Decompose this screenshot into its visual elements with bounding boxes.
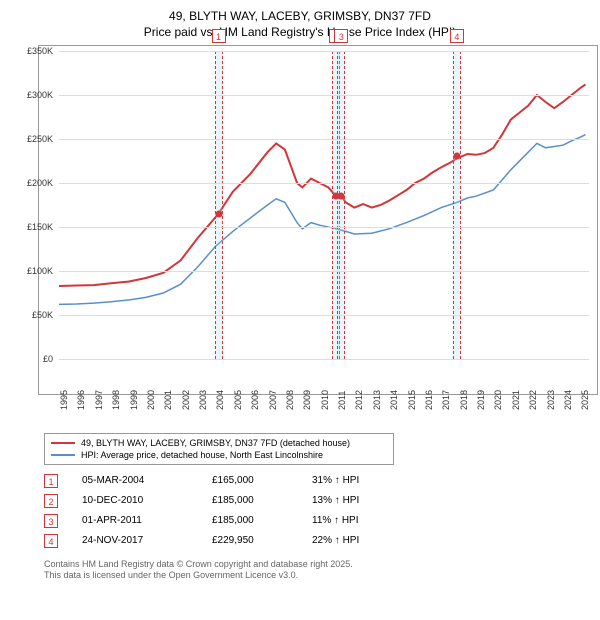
x-tick-label: 2015 — [407, 390, 417, 410]
sale-point — [453, 153, 460, 160]
y-tick-label: £150K — [27, 222, 53, 232]
x-tick-label: 2023 — [546, 390, 556, 410]
x-tick-label: 2022 — [528, 390, 538, 410]
x-tick-label: 2025 — [580, 390, 590, 410]
y-axis: £0 £50K £100K £150K £200K £250K £300K £350K — [9, 46, 57, 394]
sale-price: £185,000 — [212, 515, 312, 526]
x-tick-label: 2001 — [163, 390, 173, 410]
y-tick-label: £200K — [27, 178, 53, 188]
sale-date: 10-DEC-2010 — [82, 495, 212, 506]
sale-price: £229,950 — [212, 535, 312, 546]
x-tick-label: 2021 — [511, 390, 521, 410]
x-tick-label: 2000 — [146, 390, 156, 410]
x-tick-label: 2017 — [441, 390, 451, 410]
x-tick-label: 2020 — [493, 390, 503, 410]
sale-pct: 11% ↑ HPI — [312, 515, 392, 526]
sale-row: 4 24-NOV-2017£229,95022% ↑ HPI — [44, 531, 592, 551]
chart-lines — [59, 51, 589, 359]
series-red — [59, 84, 586, 286]
x-tick-label: 1995 — [59, 390, 69, 410]
x-tick-label: 2019 — [476, 390, 486, 410]
marker-band: 3 — [337, 51, 345, 359]
chart-title: 49, BLYTH WAY, LACEBY, GRIMSBY, DN37 7FD — [8, 8, 592, 25]
y-tick-label: £300K — [27, 90, 53, 100]
footer-line2: This data is licensed under the Open Gov… — [44, 570, 592, 582]
x-tick-label: 2008 — [285, 390, 295, 410]
sale-price: £185,000 — [212, 495, 312, 506]
x-axis: 1995199619971998199920002001200220032004… — [59, 394, 589, 424]
sale-row: 1 05-MAR-2004£165,00031% ↑ HPI — [44, 471, 592, 491]
sales-table: 1 05-MAR-2004£165,00031% ↑ HPI 2 10-DEC-201… — [44, 471, 592, 551]
marker-number: 4 — [450, 29, 464, 43]
x-tick-label: 2012 — [354, 390, 364, 410]
chart-area: £0£50K£100K£150K£200K£250K£300K£350K 123… — [38, 45, 598, 395]
legend-item-blue: HPI: Average price, detached house, Nort… — [51, 449, 387, 461]
chart-container: 49, BLYTH WAY, LACEBY, GRIMSBY, DN37 7FD… — [0, 0, 600, 620]
x-tick-label: 2011 — [337, 390, 347, 409]
legend: 49, BLYTH WAY, LACEBY, GRIMSBY, DN37 7FD… — [44, 433, 394, 465]
marker-number: 1 — [212, 29, 226, 43]
x-tick-label: 1997 — [94, 390, 104, 410]
sale-point — [338, 192, 345, 199]
chart-subtitle: Price paid vs. HM Land Registry's House … — [8, 25, 592, 39]
footer-line1: Contains HM Land Registry data © Crown c… — [44, 559, 592, 571]
sale-number: 4 — [44, 534, 58, 548]
legend-swatch-blue — [51, 454, 75, 456]
x-tick-label: 2014 — [389, 390, 399, 410]
legend-item-red: 49, BLYTH WAY, LACEBY, GRIMSBY, DN37 7FD… — [51, 437, 387, 449]
marker-band: 4 — [453, 51, 461, 359]
sale-number: 1 — [44, 474, 58, 488]
x-tick-label: 2016 — [424, 390, 434, 410]
x-tick-label: 2002 — [181, 390, 191, 410]
sale-price: £165,000 — [212, 475, 312, 486]
sale-date: 01-APR-2011 — [82, 515, 212, 526]
legend-label-red: 49, BLYTH WAY, LACEBY, GRIMSBY, DN37 7FD… — [81, 438, 350, 448]
x-tick-label: 1996 — [76, 390, 86, 410]
x-tick-label: 2007 — [268, 390, 278, 410]
sale-pct: 22% ↑ HPI — [312, 535, 392, 546]
y-tick-label: £100K — [27, 266, 53, 276]
x-tick-label: 1999 — [129, 390, 139, 410]
sale-pct: 13% ↑ HPI — [312, 495, 392, 506]
y-tick-label: £250K — [27, 134, 53, 144]
x-tick-label: 2004 — [215, 390, 225, 410]
x-tick-label: 2005 — [233, 390, 243, 410]
footer: Contains HM Land Registry data © Crown c… — [44, 559, 592, 582]
y-tick-label: £0 — [43, 354, 53, 364]
sale-date: 24-NOV-2017 — [82, 535, 212, 546]
sale-number: 3 — [44, 514, 58, 528]
x-tick-label: 2003 — [198, 390, 208, 410]
sale-date: 05-MAR-2004 — [82, 475, 212, 486]
sale-row: 3 01-APR-2011£185,00011% ↑ HPI — [44, 511, 592, 531]
legend-label-blue: HPI: Average price, detached house, Nort… — [81, 450, 323, 460]
marker-number: 3 — [334, 29, 348, 43]
plot-area: 1234 — [59, 51, 589, 359]
x-tick-label: 2006 — [250, 390, 260, 410]
marker-band: 1 — [215, 51, 223, 359]
sale-row: 2 10-DEC-2010£185,00013% ↑ HPI — [44, 491, 592, 511]
x-tick-label: 1998 — [111, 390, 121, 410]
x-tick-label: 2013 — [372, 390, 382, 410]
x-tick-label: 2010 — [320, 390, 330, 410]
y-tick-label: £50K — [32, 310, 53, 320]
legend-swatch-red — [51, 442, 75, 444]
x-tick-label: 2024 — [563, 390, 573, 410]
sale-point — [215, 210, 222, 217]
x-tick-label: 2018 — [459, 390, 469, 410]
x-tick-label: 2009 — [302, 390, 312, 410]
sale-number: 2 — [44, 494, 58, 508]
y-tick-label: £350K — [27, 46, 53, 56]
sale-pct: 31% ↑ HPI — [312, 475, 392, 486]
